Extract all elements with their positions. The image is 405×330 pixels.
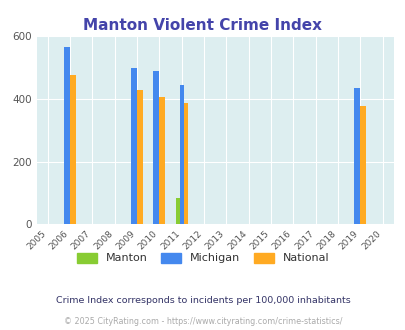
Bar xyxy=(137,90,143,224)
Bar xyxy=(360,106,365,224)
Bar xyxy=(153,71,159,224)
Text: Manton Violent Crime Index: Manton Violent Crime Index xyxy=(83,18,322,33)
Bar xyxy=(183,103,187,224)
Bar xyxy=(159,97,165,224)
Text: © 2025 CityRating.com - https://www.cityrating.com/crime-statistics/: © 2025 CityRating.com - https://www.city… xyxy=(64,317,341,326)
Legend: Manton, Michigan, National: Manton, Michigan, National xyxy=(73,249,332,267)
Bar xyxy=(131,68,136,224)
Text: Crime Index corresponds to incidents per 100,000 inhabitants: Crime Index corresponds to incidents per… xyxy=(55,296,350,305)
Bar xyxy=(64,47,70,224)
Bar xyxy=(70,76,76,224)
Bar xyxy=(179,85,183,224)
Bar xyxy=(354,88,359,224)
Bar xyxy=(175,198,179,224)
